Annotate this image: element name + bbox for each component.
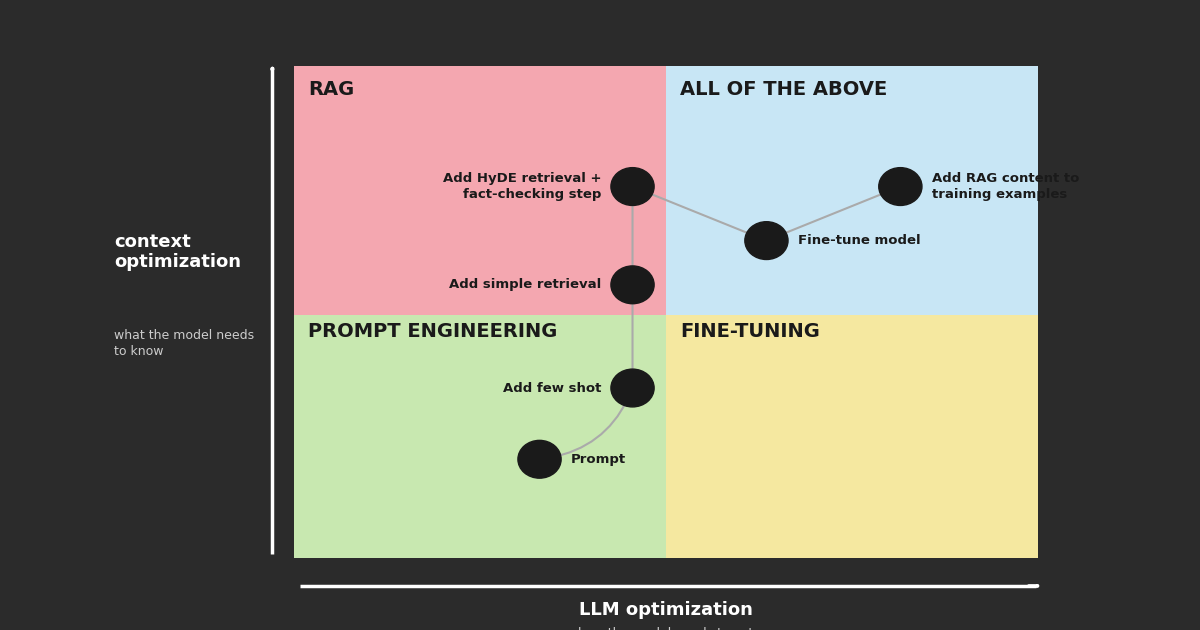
Text: how the model needs to act: how the model needs to act bbox=[578, 627, 754, 630]
FancyArrowPatch shape bbox=[551, 400, 628, 457]
Text: ALL OF THE ABOVE: ALL OF THE ABOVE bbox=[680, 80, 888, 99]
Text: Add few shot: Add few shot bbox=[503, 382, 601, 394]
Text: Prompt: Prompt bbox=[571, 453, 626, 466]
Text: Fine-tune model: Fine-tune model bbox=[798, 234, 920, 247]
Text: context
optimization: context optimization bbox=[114, 232, 241, 272]
Ellipse shape bbox=[878, 168, 922, 205]
Bar bbox=[666, 315, 1038, 558]
Text: RAG: RAG bbox=[308, 80, 355, 99]
Text: what the model needs
to know: what the model needs to know bbox=[114, 329, 254, 358]
Text: PROMPT ENGINEERING: PROMPT ENGINEERING bbox=[308, 322, 558, 341]
Ellipse shape bbox=[611, 369, 654, 407]
Text: LLM optimization: LLM optimization bbox=[580, 601, 752, 619]
FancyArrowPatch shape bbox=[643, 191, 755, 236]
Text: Add HyDE retrieval +
fact-checking step: Add HyDE retrieval + fact-checking step bbox=[443, 172, 601, 201]
Text: Add simple retrieval: Add simple retrieval bbox=[449, 278, 601, 291]
Text: FINE-TUNING: FINE-TUNING bbox=[680, 322, 821, 341]
Ellipse shape bbox=[745, 222, 788, 260]
Ellipse shape bbox=[518, 440, 562, 478]
Ellipse shape bbox=[611, 168, 654, 205]
FancyArrowPatch shape bbox=[776, 192, 888, 236]
Bar bbox=[294, 66, 666, 315]
Ellipse shape bbox=[611, 266, 654, 304]
Bar bbox=[666, 66, 1038, 315]
Bar bbox=[294, 315, 666, 558]
Text: Add RAG content to
training examples: Add RAG content to training examples bbox=[931, 172, 1079, 201]
